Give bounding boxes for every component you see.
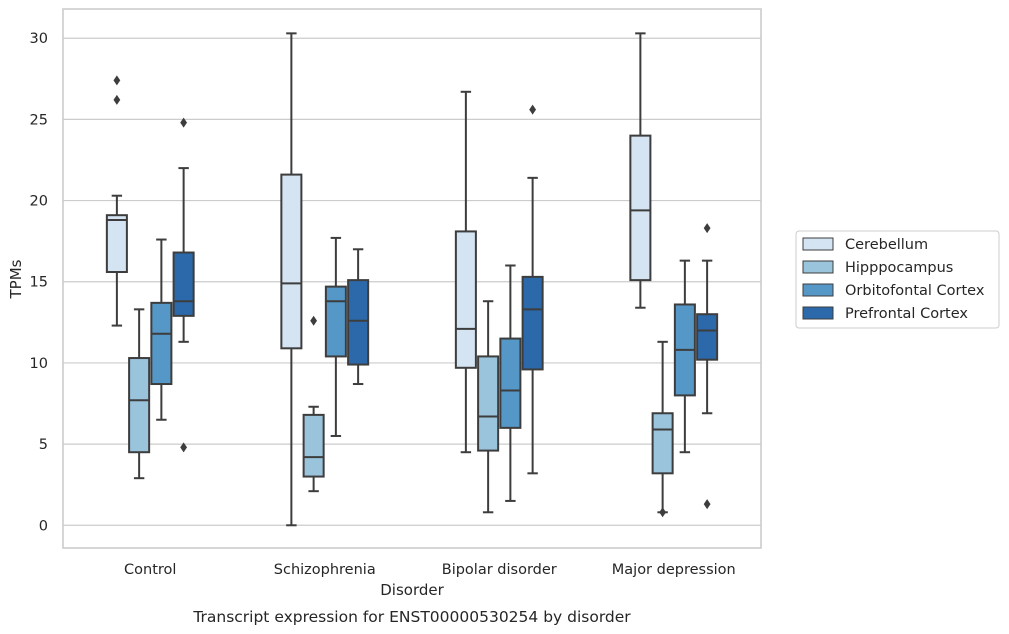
box-iqr — [629, 134, 652, 282]
box-iqr — [347, 279, 370, 366]
outlier-marker — [703, 499, 711, 510]
box-iqr — [521, 275, 544, 371]
legend-frame — [795, 230, 1000, 329]
legend-label: Cerebellum — [845, 237, 928, 253]
y-tick-label: 25 — [30, 112, 48, 128]
box — [696, 223, 719, 510]
box — [324, 236, 347, 437]
outlier-marker — [703, 223, 711, 234]
box-iqr — [696, 313, 719, 361]
y-tick-label: 10 — [30, 356, 48, 372]
legend-label: Hipppocampus — [845, 260, 953, 276]
legend-swatch — [802, 306, 834, 320]
box — [105, 75, 128, 327]
box — [128, 308, 151, 480]
box — [499, 264, 522, 502]
box-iqr — [324, 285, 347, 358]
box-iqr — [499, 337, 522, 429]
box — [302, 315, 325, 493]
legend-label: Prefrontal Cortex — [845, 306, 968, 322]
box — [150, 238, 173, 421]
x-tick-label: Major depression — [612, 562, 736, 578]
x-tick-label: Bipolar disorder — [442, 562, 557, 578]
outlier-marker — [529, 104, 537, 115]
box-iqr — [280, 173, 303, 350]
box — [521, 104, 544, 475]
box — [629, 32, 652, 309]
box — [673, 259, 696, 454]
box-iqr — [454, 230, 477, 369]
y-tick-label: 0 — [39, 518, 48, 534]
series-prefrontal-cortex — [172, 104, 719, 510]
box — [651, 340, 674, 518]
x-tick-label: Schizophrenia — [274, 562, 376, 578]
legend-swatch — [802, 283, 834, 297]
x-axis-ticks: Control Schizophrenia Bipolar disorder Majo… — [124, 562, 736, 578]
box-iqr — [477, 355, 500, 452]
series-cerebellum — [105, 32, 652, 527]
y-tick-label: 5 — [39, 437, 48, 453]
legend: Cerebellum Hipppocampus Orbitofontal Corte… — [795, 230, 1000, 329]
box-iqr — [128, 357, 151, 454]
box-iqr — [302, 413, 325, 478]
x-axis-label: Disorder — [380, 581, 444, 599]
box-iqr — [105, 214, 128, 274]
y-tick-label: 20 — [30, 194, 48, 210]
box — [454, 90, 477, 454]
box — [172, 117, 195, 453]
outlier-marker — [180, 117, 188, 128]
box-iqr — [150, 301, 173, 386]
outlier-marker — [310, 315, 318, 326]
x-tick-label: Control — [124, 562, 176, 578]
outlier-marker — [180, 442, 188, 453]
plot-area-frame — [62, 8, 762, 549]
box-plot-series — [105, 32, 719, 527]
box-iqr — [172, 251, 195, 317]
y-axis-ticks: 0 5 10 15 20 25 30 — [30, 31, 48, 534]
outlier-marker — [113, 75, 121, 86]
y-axis-label: TPMs — [7, 259, 25, 299]
y-tick-label: 15 — [30, 275, 48, 291]
outlier-marker — [659, 507, 667, 518]
y-tick-label: 30 — [30, 31, 48, 47]
box — [477, 300, 500, 514]
legend-label: Orbitofontal Cortex — [845, 283, 985, 299]
box — [280, 32, 303, 527]
series-orbitofontal-cortex — [150, 236, 696, 502]
box — [347, 248, 370, 386]
box-iqr — [651, 412, 674, 475]
series-hipppocampus — [128, 300, 674, 518]
outlier-marker — [113, 94, 121, 105]
legend-swatch — [802, 260, 834, 274]
legend-swatch — [802, 237, 834, 251]
figure-caption: Transcript expression for ENST0000053025… — [192, 608, 631, 626]
